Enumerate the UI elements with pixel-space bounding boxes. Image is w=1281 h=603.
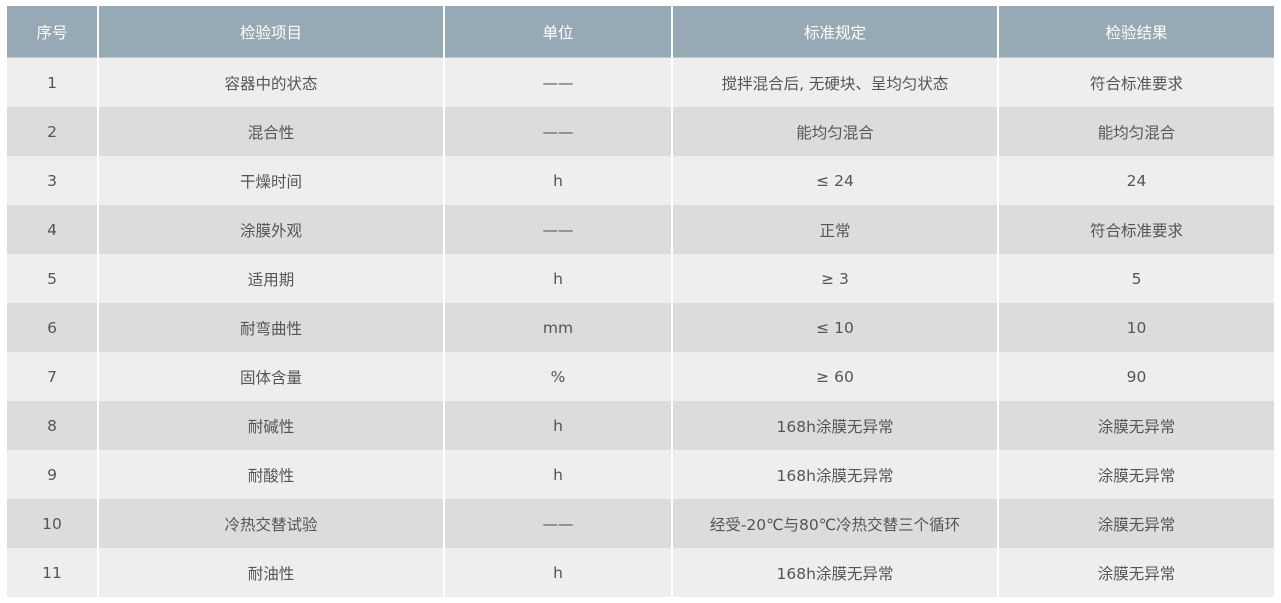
cell-unit: h — [443, 156, 673, 205]
cell-unit: h — [443, 450, 673, 499]
cell-index: 8 — [5, 401, 99, 450]
cell-unit: h — [443, 401, 673, 450]
cell-index: 9 — [5, 450, 99, 499]
cell-standard: 经受-20℃与80℃冷热交替三个循环 — [671, 499, 999, 548]
table-body: 1 容器中的状态 —— 搅拌混合后, 无硬块、呈均匀状态 符合标准要求 2 混合性 —— 能均匀… — [5, 57, 1276, 597]
cell-result: 符合标准要求 — [997, 57, 1276, 107]
cell-item: 干燥时间 — [97, 156, 445, 205]
cell-item: 混合性 — [97, 107, 445, 156]
cell-item: 固体含量 — [97, 352, 445, 401]
table-row: 7 固体含量% ≥ 60 90 — [5, 352, 1276, 401]
cell-standard: ≥ 3 — [671, 254, 999, 303]
cell-index: 2 — [5, 107, 99, 156]
table-row: 3 干燥时间 h ≤ 24 24 — [5, 156, 1276, 205]
cell-index: 10 — [5, 499, 99, 548]
cell-item: 耐油性 — [97, 548, 445, 597]
cell-standard: ≤ 24 — [671, 156, 999, 205]
cell-index: 11 — [5, 548, 99, 597]
cell-item: 冷热交替试验 — [97, 499, 445, 548]
cell-unit: —— — [443, 57, 673, 107]
cell-unit: —— — [443, 107, 673, 156]
cell-result: 涂膜无异常 — [997, 401, 1276, 450]
header-item: 检验项目 — [97, 6, 445, 58]
table-row: 1 容器中的状态 —— 搅拌混合后, 无硬块、呈均匀状态 符合标准要求 — [5, 57, 1276, 107]
table-row: 4 涂膜外观 —— 正常 符合标准要求 — [5, 205, 1276, 254]
cell-item: 耐弯曲性 — [97, 303, 445, 352]
cell-result: 90 — [997, 352, 1276, 401]
cell-standard: 正常 — [671, 205, 999, 254]
cell-result: 涂膜无异常 — [997, 450, 1276, 499]
table-row: 2 混合性 —— 能均匀混合 能均匀混合 — [5, 107, 1276, 156]
inspection-table: 序号 检验项目 单位 标准规定 检验结果 1 容器中的状态 —— 搅拌混合后, 无硬块… — [5, 6, 1276, 597]
cell-unit: h — [443, 548, 673, 597]
cell-unit: —— — [443, 205, 673, 254]
table-row: 9 耐酸性 h 168h涂膜无异常 涂膜无异常 — [5, 450, 1276, 499]
cell-item: 适用期 — [97, 254, 445, 303]
cell-result: 符合标准要求 — [997, 205, 1276, 254]
cell-item: 耐酸性 — [97, 450, 445, 499]
cell-index: 4 — [5, 205, 99, 254]
table-row: 11 耐油性 h 168h涂膜无异常 涂膜无异常 — [5, 548, 1276, 597]
cell-index: 7 — [5, 352, 99, 401]
cell-index: 6 — [5, 303, 99, 352]
header-index: 序号 — [5, 6, 99, 58]
cell-unit: mm — [443, 303, 673, 352]
header-result: 检验结果 — [997, 6, 1276, 58]
cell-standard: 168h涂膜无异常 — [671, 401, 999, 450]
cell-item: 涂膜外观 — [97, 205, 445, 254]
cell-result: 涂膜无异常 — [997, 499, 1276, 548]
table-row: 8 耐碱性 h 168h涂膜无异常 涂膜无异常 — [5, 401, 1276, 450]
cell-index: 3 — [5, 156, 99, 205]
cell-standard: 168h涂膜无异常 — [671, 548, 999, 597]
cell-unit: —— — [443, 499, 673, 548]
cell-unit: % — [443, 352, 673, 401]
cell-item: 耐碱性 — [97, 401, 445, 450]
table-row: 10 冷热交替试验 —— 经受-20℃与80℃冷热交替三个循环 涂膜无异常 — [5, 499, 1276, 548]
cell-standard: 能均匀混合 — [671, 107, 999, 156]
cell-standard: 搅拌混合后, 无硬块、呈均匀状态 — [671, 57, 999, 107]
header-standard: 标准规定 — [671, 6, 999, 58]
cell-standard: 168h涂膜无异常 — [671, 450, 999, 499]
cell-index: 1 — [5, 57, 99, 107]
header-unit: 单位 — [443, 6, 673, 58]
cell-result: 涂膜无异常 — [997, 548, 1276, 597]
cell-standard: ≥ 60 — [671, 352, 999, 401]
cell-standard: ≤ 10 — [671, 303, 999, 352]
cell-result: 5 — [997, 254, 1276, 303]
header-row: 序号 检验项目 单位 标准规定 检验结果 — [5, 6, 1276, 58]
cell-item: 容器中的状态 — [97, 57, 445, 107]
cell-result: 10 — [997, 303, 1276, 352]
cell-result: 能均匀混合 — [997, 107, 1276, 156]
table-row: 6 耐弯曲性 mm ≤ 10 10 — [5, 303, 1276, 352]
cell-result: 24 — [997, 156, 1276, 205]
cell-index: 5 — [5, 254, 99, 303]
cell-unit: h — [443, 254, 673, 303]
